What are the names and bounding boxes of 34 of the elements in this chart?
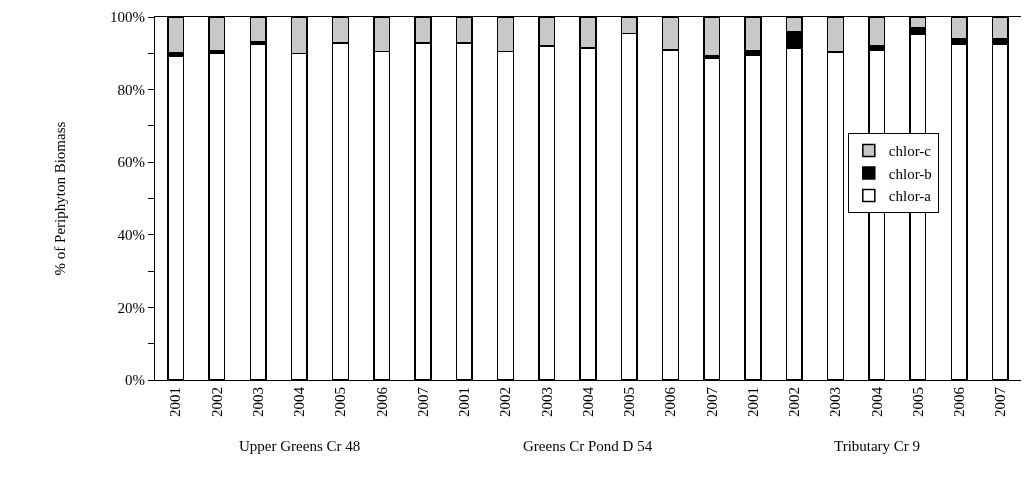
x-tick-label: 2006 xyxy=(373,386,390,417)
x-tick-label: 2002 xyxy=(786,387,803,417)
legend-label: chlor-b xyxy=(888,165,932,182)
text: Tributary Cr 9 xyxy=(834,438,921,454)
y-tick-label: 0% xyxy=(125,372,145,389)
y-tick-label: 100% xyxy=(110,9,145,26)
text: Upper Greens Cr 48 xyxy=(239,438,361,454)
x-tick-label: 2004 xyxy=(868,386,885,417)
x-tick-label: 2003 xyxy=(538,387,555,417)
x-tick-label: 2001 xyxy=(456,387,473,417)
y-tick-label: 60% xyxy=(117,154,145,171)
y-axis-title: % of Periphyton Biomass xyxy=(52,121,69,276)
x-tick-label: 2001 xyxy=(167,387,184,417)
x-tick-label: 2001 xyxy=(744,387,761,417)
x-tick-label: 2002 xyxy=(497,387,514,417)
x-tick-label: 2004 xyxy=(579,386,596,417)
x-tick-label: 2007 xyxy=(992,386,1009,417)
legend-label: chlor-a xyxy=(888,188,932,205)
x-tick-label: 2007 xyxy=(703,386,720,417)
text: Greens Cr Pond D 54 xyxy=(523,438,653,454)
x-tick-label: 2005 xyxy=(909,387,926,417)
x-tick-label: 2004 xyxy=(291,386,308,417)
x-tick-label: 2003 xyxy=(827,387,844,417)
x-tick-label: 2005 xyxy=(332,387,349,417)
y-tick-label: 40% xyxy=(117,227,145,244)
x-tick-label: 2005 xyxy=(621,387,638,417)
x-tick-label: 2006 xyxy=(951,386,968,417)
y-tick-label: 20% xyxy=(117,299,145,316)
x-tick-label: 2003 xyxy=(249,387,266,417)
x-tick-label: 2007 xyxy=(414,386,431,417)
legend-label: chlor-c xyxy=(888,143,932,160)
x-tick-label: 2002 xyxy=(208,387,225,417)
x-tick-label: 2006 xyxy=(662,386,679,417)
y-tick-label: 80% xyxy=(117,81,145,98)
